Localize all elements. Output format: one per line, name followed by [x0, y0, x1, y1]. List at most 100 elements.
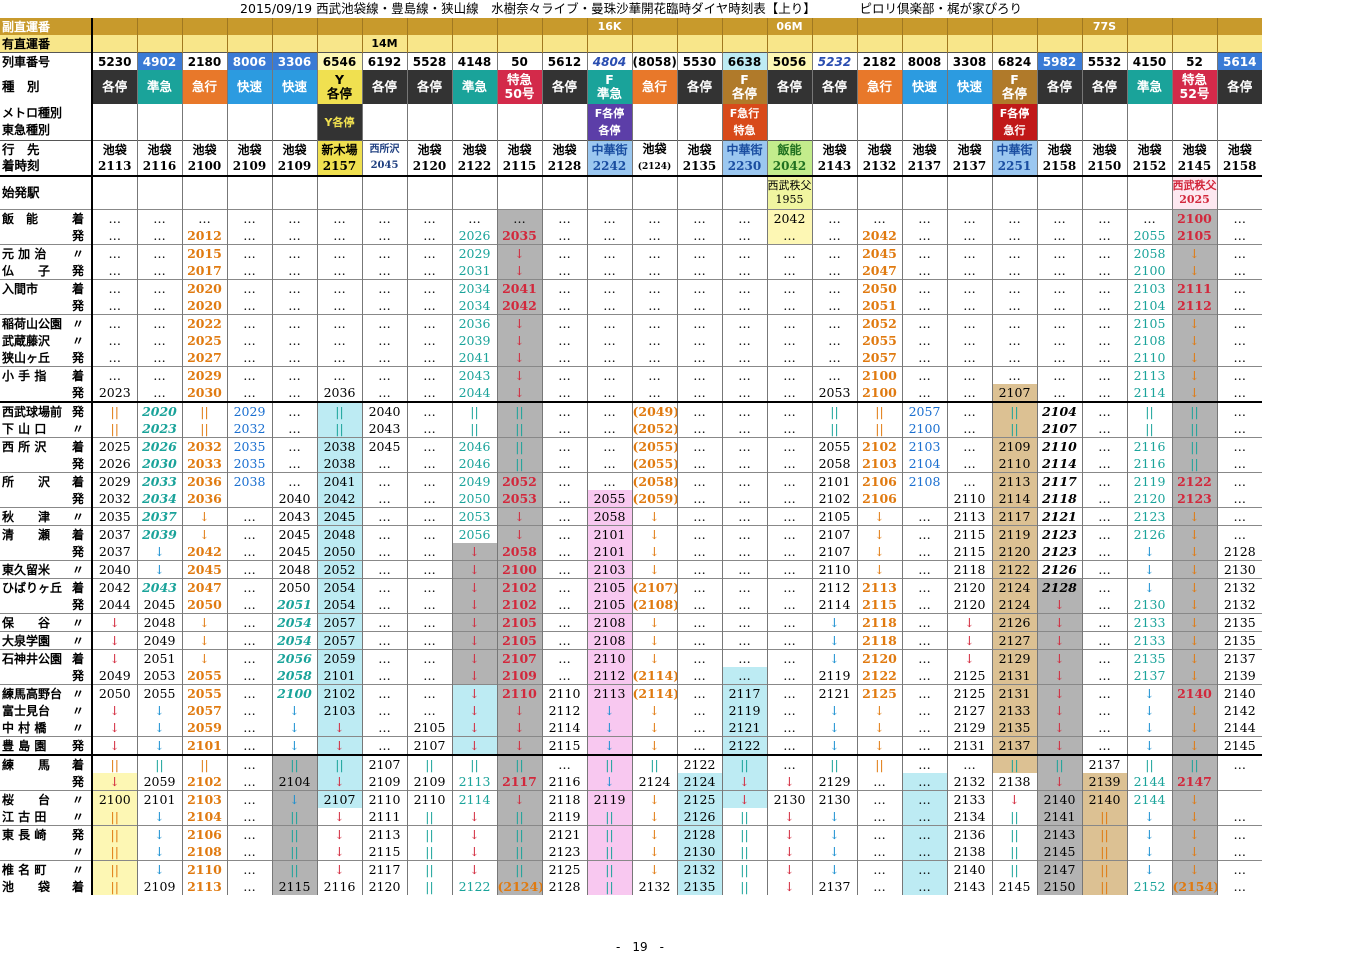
- time-cell: ||: [811, 420, 857, 438]
- time-cell: ↓: [766, 808, 812, 826]
- train-number: 5528: [406, 52, 452, 70]
- time-cell: …: [406, 613, 452, 632]
- time-cell: [1216, 790, 1262, 808]
- time-cell: …: [901, 878, 947, 895]
- time-cell: ↓: [1171, 860, 1217, 878]
- time-cell: ↓: [136, 702, 182, 719]
- dest-time: 2157: [322, 159, 357, 173]
- station-kind: 着: [72, 651, 85, 666]
- time-cell: 2107: [991, 384, 1037, 402]
- time-cell: ↓: [1126, 560, 1172, 579]
- dest-name: 池袋: [1227, 143, 1252, 157]
- time-cell: 2130: [766, 790, 812, 808]
- train-number: 5532: [1081, 52, 1127, 70]
- time-cell: …: [1081, 649, 1127, 667]
- time-cell: ↓: [451, 702, 497, 719]
- time-cell: 2059: [181, 719, 227, 737]
- station-label: 発: [0, 227, 93, 245]
- time-cell: ||: [856, 420, 902, 438]
- kind-text: F: [740, 72, 749, 87]
- time-cell: …: [901, 860, 947, 878]
- time-cell: 2117: [991, 507, 1037, 526]
- time-cell: 2117: [361, 860, 407, 878]
- time-cell: ||: [91, 808, 137, 826]
- station-label: 清 瀬着: [0, 525, 93, 543]
- time-cell: …: [586, 366, 632, 384]
- time-cell: 2050: [316, 543, 362, 561]
- time-cell: ↓: [766, 773, 812, 791]
- train-kind: 各停: [1216, 70, 1262, 104]
- train-kind: 急行: [181, 70, 227, 104]
- time-cell: 2045: [316, 507, 362, 526]
- yu-row-cell: [901, 35, 947, 53]
- destination: 池袋 2100: [181, 140, 227, 176]
- time-cell: 2119: [1126, 472, 1172, 490]
- kind-label: 種 別: [0, 70, 93, 104]
- time-cell: …: [1216, 384, 1262, 402]
- time-cell: 2055: [136, 684, 182, 702]
- time-cell: …: [136, 349, 182, 367]
- time-cell: …: [631, 209, 677, 227]
- time-cell: ↓: [586, 719, 632, 737]
- station-kind: 〃: [72, 633, 85, 648]
- time-cell: ↓: [496, 736, 542, 755]
- yu-row-cell: [226, 35, 272, 53]
- time-cell: 2037: [91, 543, 137, 561]
- time-cell: 2120: [1126, 490, 1172, 508]
- time-cell: 2102: [496, 578, 542, 596]
- time-cell: …: [541, 437, 587, 455]
- time-cell: ↓: [1036, 631, 1082, 650]
- time-cell: ||: [91, 843, 137, 861]
- time-cell: 2105: [496, 613, 542, 632]
- time-cell: ↓: [586, 773, 632, 791]
- time-cell: …: [901, 790, 947, 808]
- time-cell: 2058: [496, 543, 542, 561]
- origin-station: 西武秩父 1955: [766, 175, 812, 210]
- dest-name: 池袋: [102, 143, 127, 157]
- time-cell: ||: [496, 401, 542, 420]
- time-cell: 2036: [316, 384, 362, 402]
- origin-station: [676, 175, 722, 210]
- time-cell: ↓: [1171, 560, 1217, 579]
- time-cell: …: [856, 808, 902, 826]
- fuku-row-cell: [406, 18, 452, 35]
- time-cell: ↓: [1171, 384, 1217, 402]
- time-cell: 2121: [811, 684, 857, 702]
- time-cell: 2055: [181, 667, 227, 685]
- time-cell: …: [946, 366, 992, 384]
- station-kind: 〃: [72, 509, 85, 524]
- time-cell: 2132: [1216, 596, 1262, 614]
- time-cell: ↓: [136, 736, 182, 755]
- time-cell: …: [586, 401, 632, 420]
- arr-label: 着時刻: [2, 158, 40, 173]
- time-cell: ↓: [91, 719, 137, 737]
- time-cell: 2116: [1126, 437, 1172, 455]
- time-cell: 2053: [136, 667, 182, 685]
- time-cell: 2105: [496, 631, 542, 650]
- time-cell: 2045: [181, 560, 227, 579]
- time-cell: …: [361, 525, 407, 543]
- time-cell: ||: [1171, 420, 1217, 438]
- time-cell: ||: [406, 860, 452, 878]
- time-cell: …: [721, 332, 767, 349]
- station-name: 所 沢: [2, 474, 51, 489]
- time-cell: …: [766, 702, 812, 719]
- time-cell: 2049: [91, 667, 137, 685]
- time-cell: …: [901, 649, 947, 667]
- time-cell: ↓: [856, 736, 902, 755]
- train-number: 5614: [1216, 52, 1262, 70]
- metro-kind: [811, 104, 857, 141]
- time-cell: 2100: [496, 560, 542, 579]
- time-cell: 2113: [361, 825, 407, 843]
- train-kind: 各停: [91, 70, 137, 104]
- station-label: 椎 名 町 〃: [0, 860, 93, 878]
- station-kind: 発: [72, 228, 85, 243]
- time-cell: …: [406, 507, 452, 526]
- station-name: 入間市: [2, 281, 39, 296]
- time-cell: …: [901, 843, 947, 861]
- fuku-row-label: 副直運番: [0, 18, 93, 35]
- time-cell: 2119: [811, 667, 857, 685]
- time-cell: 2105: [1171, 227, 1217, 245]
- time-cell: ||: [991, 825, 1037, 843]
- time-cell: ↓: [1126, 843, 1172, 861]
